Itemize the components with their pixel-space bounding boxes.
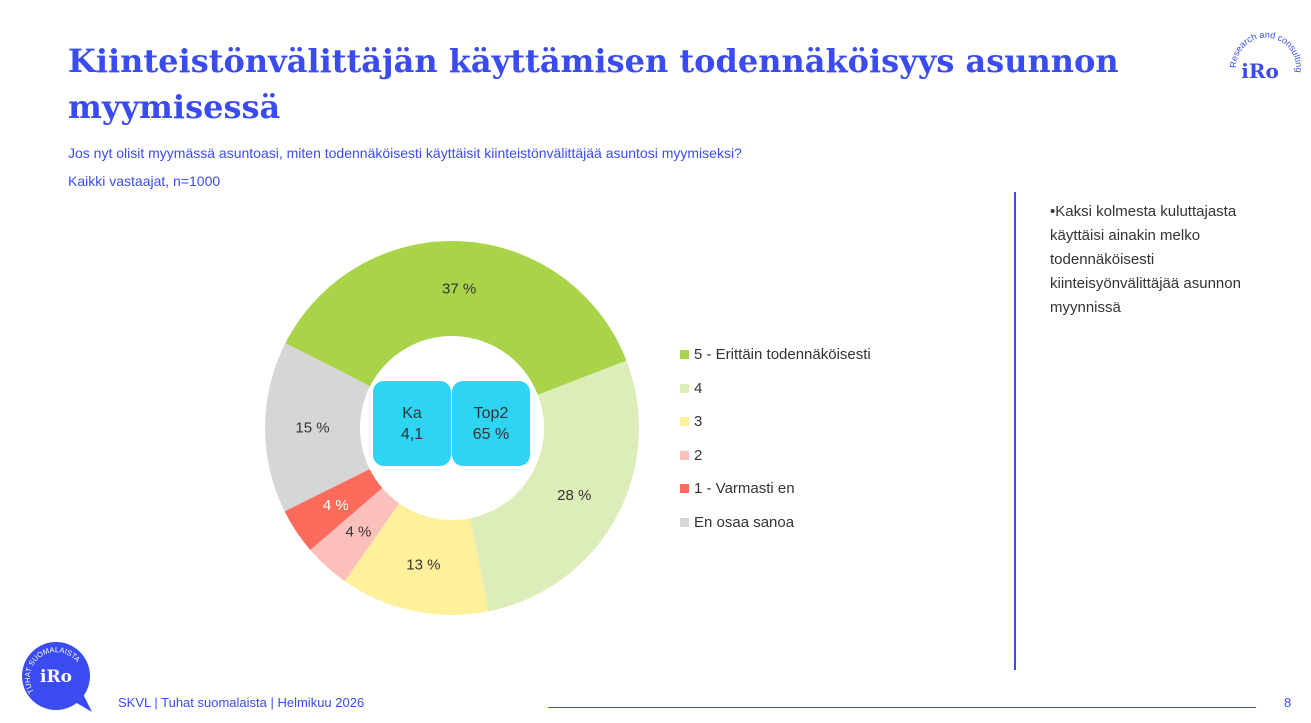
legend-swatch [680,484,689,494]
data-label: 37 % [442,281,476,298]
footer-line [548,707,1256,708]
data-label: 13 % [406,557,440,574]
legend-label: 3 [694,413,703,431]
divider [1014,192,1016,670]
legend-swatch [680,350,689,360]
base-text: Kaikki vastaajat, n=1000 [68,173,221,189]
donut-slice [310,488,400,582]
legend-label: En osaa sanoa [694,513,795,531]
legend-label: 2 [694,446,703,464]
question-text: Jos nyt olisit myymässä asuntoasi, miten… [68,145,742,161]
legend-item: 4 [680,372,871,406]
donut-slice [344,503,489,616]
kpi-top2-label: Top2 [473,404,509,422]
legend-label: 5 - Erittäin todennäköisesti [694,346,871,364]
legend-label: 4 [694,379,703,397]
legend-swatch [680,383,689,393]
legend-item: 3 [680,405,871,439]
data-label: 15 % [295,419,329,436]
legend-label: 1 - Varmasti en [694,480,795,498]
page-number: 8 [1284,695,1292,710]
data-label: 4 % [323,497,349,514]
legend-item: 5 - Erittäin todennäköisesti [680,338,871,372]
logo-brand: iRo [40,667,72,687]
kpi-average: Ka 4,1 [373,381,451,466]
kpi-average-value: 4,1 [400,425,424,443]
kpi-average-label: Ka [402,404,422,422]
kpi-top2: Top2 65 % [452,381,530,466]
iro-logo-top: Research and consulting iRo [1228,30,1304,83]
kpi-top2-value: 65 % [472,425,510,443]
footer-text: SKVL | Tuhat suomalaista | Helmikuu 2026 [118,695,365,710]
data-label: 4 % [345,523,371,540]
legend-swatch [680,450,689,460]
donut-slice [285,241,627,395]
chart-legend: 5 - Erittäin todennäköisesti 4 3 2 1 - Varma… [680,338,871,539]
legend-swatch [680,417,689,427]
donut-slice [284,469,383,550]
iro-logo-bottom: TUHAT SUOMALAISTA iRo [22,642,92,712]
data-label: 28 % [557,487,591,504]
key-finding: •Kaksi kolmesta kuluttajasta käyttäisi a… [1050,203,1241,316]
logo-brand: iRo [1241,59,1279,83]
legend-item: 2 [680,439,871,473]
legend-item: En osaa sanoa [680,506,871,540]
donut-slice [470,360,639,612]
legend-item: 1 - Varmasti en [680,472,871,506]
page-title: Kiinteistönvälittäjän käyttämisen todenn… [68,42,1119,126]
legend-swatch [680,517,689,527]
donut-slice [264,343,371,512]
